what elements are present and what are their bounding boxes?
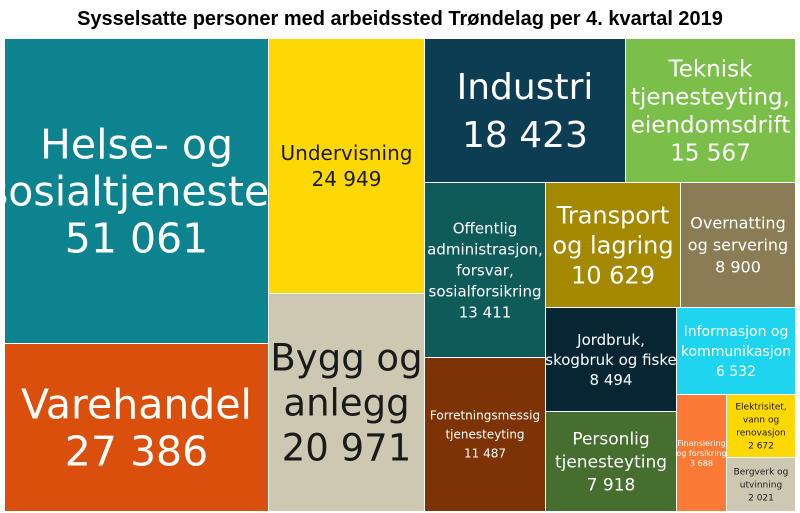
tile-rect-undervisning <box>269 39 424 293</box>
tile-rect-forretningsmessig-tjenesteyting <box>425 358 545 511</box>
tile-rect-jordbruk-skogbruk-og-fiske <box>546 308 676 411</box>
tile-rect-industri <box>425 39 625 182</box>
tile-label-finansiering-og-forsikring: og forsikring <box>676 449 726 458</box>
tile-label-offentlig-administrasjon-forsvar-sosialforsikring: sosialforsikring <box>429 282 542 300</box>
tile-label-jordbruk-skogbruk-og-fiske: Jordbruk, <box>576 331 645 349</box>
tile-personlig-tjenesteyting: Personlig tjenesteyting 7 918 <box>546 412 676 511</box>
tile-value-personlig-tjenesteyting: 7 918 <box>587 475 636 495</box>
tile-value-helse-og-sosialtjenester: 51 061 <box>65 214 208 262</box>
tile-value-offentlig-administrasjon-forsvar-sosialforsikring: 13 411 <box>459 303 512 321</box>
tile-label-offentlig-administrasjon-forsvar-sosialforsikring: Offentlig <box>453 219 518 237</box>
tile-overnatting-og-servering: Overnatting og servering 8 900 <box>681 183 795 307</box>
tile-label-varehandel: Varehandel <box>21 380 252 428</box>
tile-jordbruk-skogbruk-og-fiske: Jordbruk, skogbruk og fiske 8 494 <box>545 308 677 411</box>
tile-elektrisitet-vann-og-renovasjon: Elektrisitet, vann og renovasjon 2 672 <box>727 395 795 457</box>
tile-label-transport-og-lagring: Transport <box>556 201 670 229</box>
tile-label-personlig-tjenesteyting: tjenesteyting <box>555 452 667 472</box>
tile-label-industri: Industri <box>457 67 594 108</box>
chart-title: Sysselsatte personer med arbeidssted Trø… <box>77 8 723 30</box>
tile-rect-offentlig-administrasjon-forsvar-sosialforsikring <box>425 183 545 357</box>
tile-label-offentlig-administrasjon-forsvar-sosialforsikring: forsvar, <box>456 261 513 279</box>
tile-value-elektrisitet-vann-og-renovasjon: 2 672 <box>748 442 774 452</box>
tile-label-helse-og-sosialtjenester: Helse- og <box>40 120 233 168</box>
tile-offentlig-administrasjon-forsvar-sosialforsikring: Offentlig administrasjon, forsvar, sosialfo… <box>425 183 545 357</box>
tile-label-bergverk-og-utvinning: utvinning <box>740 481 782 491</box>
tile-rect-bergverk-og-utvinning <box>727 458 795 511</box>
tile-value-bergverk-og-utvinning: 2 021 <box>748 494 774 504</box>
tile-value-industri: 18 423 <box>462 115 588 156</box>
tile-forretningsmessig-tjenesteyting: Forretningsmessig tjenesteyting 11 487 <box>425 358 545 511</box>
tile-value-transport-og-lagring: 10 629 <box>571 261 655 289</box>
tile-label-bygg-og-anlegg: Bygg og <box>270 336 422 379</box>
tile-value-finansiering-og-forsikring: 3 688 <box>690 459 713 468</box>
tile-value-varehandel: 27 386 <box>65 427 208 475</box>
tile-label-elektrisitet-vann-og-renovasjon: Elektrisitet, <box>735 403 786 413</box>
tile-label-overnatting-og-servering: og servering <box>688 236 788 255</box>
tile-label-helse-og-sosialtjenester: sosialtjenester <box>0 167 286 215</box>
tile-value-jordbruk-skogbruk-og-fiske: 8 494 <box>590 371 633 389</box>
tile-rect-bygg-og-anlegg <box>269 294 424 511</box>
tile-industri: Industri 18 423 <box>425 39 625 182</box>
tile-rect-informasjon-og-kommunikasjon <box>677 308 795 394</box>
tile-value-informasjon-og-kommunikasjon: 6 532 <box>716 364 756 380</box>
tile-label-overnatting-og-servering: Overnatting <box>690 214 785 233</box>
tile-label-offentlig-administrasjon-forsvar-sosialforsikring: administrasjon, <box>427 240 543 258</box>
tile-label-teknisk-tjenesteyting-eiendomsdrift: eiendomsdrift <box>631 113 790 139</box>
tile-rect-transport-og-lagring <box>546 183 680 307</box>
tile-label-personlig-tjenesteyting: Personlig <box>572 429 649 449</box>
tile-rect-elektrisitet-vann-og-renovasjon <box>727 395 795 457</box>
tile-rect-teknisk-tjenesteyting-eiendomsdrift <box>626 39 795 182</box>
tile-label-forretningsmessig-tjenesteyting: Forretningsmessig <box>430 409 540 423</box>
tile-label-transport-og-lagring: og lagring <box>552 231 673 259</box>
tile-value-undervisning: 24 949 <box>312 167 382 191</box>
tile-label-elektrisitet-vann-og-renovasjon: renovasjon <box>736 429 786 439</box>
tile-label-bergverk-og-utvinning: Bergverk og <box>734 468 789 478</box>
tile-label-undervisning: Undervisning <box>281 141 413 165</box>
tile-rect-varehandel <box>5 344 268 511</box>
tile-value-overnatting-og-servering: 8 900 <box>715 258 761 277</box>
tile-bergverk-og-utvinning: Bergverk og utvinning 2 021 <box>727 458 795 511</box>
tile-label-bygg-og-anlegg: anlegg <box>283 381 409 424</box>
tile-label-teknisk-tjenesteyting-eiendomsdrift: Teknisk <box>668 57 754 83</box>
tile-value-teknisk-tjenesteyting-eiendomsdrift: 15 567 <box>670 141 750 167</box>
tile-label-teknisk-tjenesteyting-eiendomsdrift: tjenesteyting, <box>631 85 790 111</box>
tile-label-elektrisitet-vann-og-renovasjon: vann og <box>743 416 779 426</box>
tile-rect-personlig-tjenesteyting <box>546 412 676 511</box>
tile-label-informasjon-og-kommunikasjon: kommunikasjon <box>681 344 791 360</box>
tile-rect-helse-og-sosialtjenester <box>5 39 268 343</box>
tile-value-forretningsmessig-tjenesteyting: 11 487 <box>464 447 506 461</box>
tile-label-informasjon-og-kommunikasjon: Informasjon og <box>684 324 789 340</box>
tile-label-jordbruk-skogbruk-og-fiske: skogbruk og fiske <box>545 351 676 369</box>
tile-value-bygg-og-anlegg: 20 971 <box>282 426 411 469</box>
tile-label-forretningsmessig-tjenesteyting: tjenesteyting <box>445 428 524 442</box>
tile-rect-finansiering-og-forsikring <box>677 395 726 511</box>
tile-rect-overnatting-og-servering <box>681 183 795 307</box>
tile-label-finansiering-og-forsikring: Finansiering <box>677 439 725 448</box>
tile-informasjon-og-kommunikasjon: Informasjon og kommunikasjon 6 532 <box>677 308 795 394</box>
